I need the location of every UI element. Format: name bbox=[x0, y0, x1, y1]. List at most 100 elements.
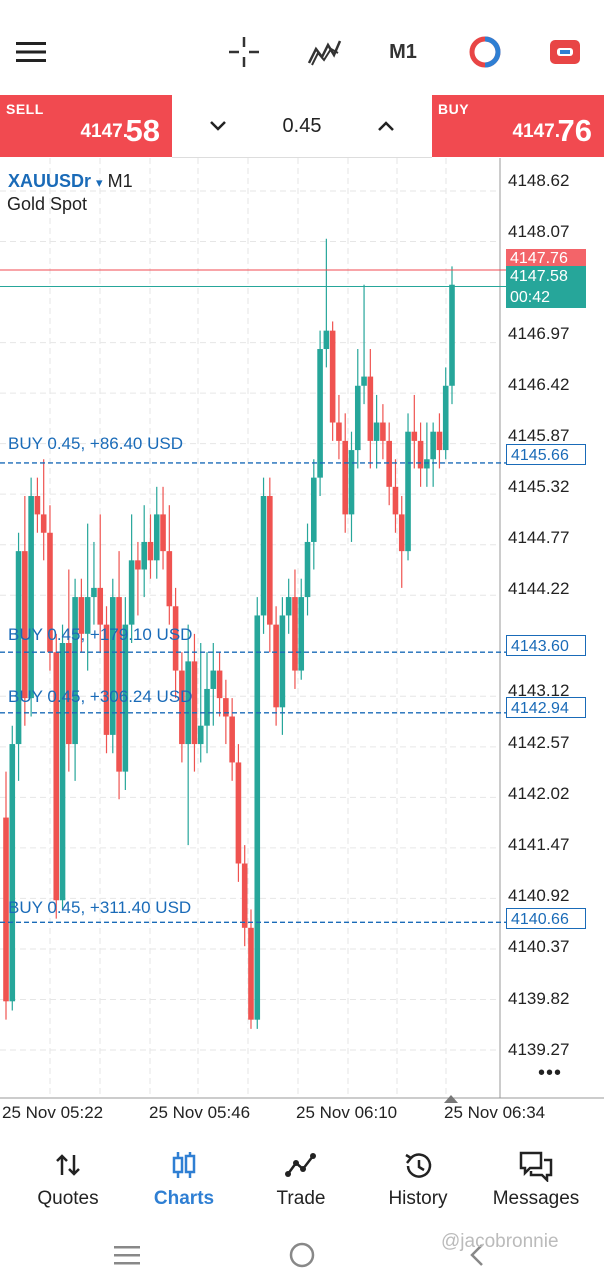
price-axis-label: 4146.97 bbox=[508, 324, 570, 343]
position-price-tag[interactable]: 4142.94 bbox=[506, 697, 586, 718]
nav-quotes-label: Quotes bbox=[37, 1188, 99, 1209]
candle-body bbox=[354, 385, 361, 451]
timeframe-button[interactable]: M1 bbox=[389, 40, 417, 63]
position-price-tag[interactable]: 4140.66 bbox=[506, 908, 586, 929]
volume-input[interactable]: 0.45 bbox=[282, 115, 322, 137]
candle-body bbox=[15, 551, 22, 745]
bar-countdown: 00:42 bbox=[510, 289, 551, 306]
ask-price-tag: 4147.76 bbox=[506, 249, 586, 268]
candle-body bbox=[59, 643, 66, 901]
candle-body bbox=[329, 330, 336, 423]
price-axis-label: 4139.27 bbox=[508, 1040, 570, 1059]
price-axis-label: 4144.22 bbox=[508, 579, 570, 598]
candle-body bbox=[304, 541, 311, 598]
candle-body bbox=[9, 744, 16, 1002]
nav-messages-label: Messages bbox=[492, 1188, 580, 1209]
nav-messages[interactable]: Messages bbox=[468, 1136, 604, 1226]
nav-history-label: History bbox=[388, 1188, 448, 1209]
volume-control: 0.45 bbox=[172, 95, 432, 158]
sell-price-small: 4147. bbox=[80, 121, 128, 142]
candle-body bbox=[191, 661, 198, 745]
candle-body bbox=[411, 431, 418, 441]
candle-body bbox=[53, 652, 60, 901]
symbol-name: XAUUSDr bbox=[8, 171, 92, 191]
position-price-tag[interactable]: 4143.60 bbox=[506, 635, 586, 656]
menu-icon[interactable] bbox=[12, 26, 50, 78]
charts-icon bbox=[169, 1150, 199, 1185]
messages-icon bbox=[518, 1150, 554, 1187]
position-label[interactable]: BUY 0.45, +311.40 USD bbox=[8, 898, 192, 917]
candle-body bbox=[91, 587, 97, 598]
candle-body bbox=[424, 459, 430, 469]
candle-body bbox=[273, 624, 279, 708]
candle-body bbox=[298, 597, 305, 671]
candle-body bbox=[66, 643, 72, 745]
symbol-dropdown-icon: ▾ bbox=[96, 175, 103, 190]
candle-body bbox=[210, 670, 217, 689]
buy-price-small: 4147. bbox=[512, 121, 560, 142]
candle-body bbox=[34, 496, 41, 515]
time-axis-label: 25 Nov 05:46 bbox=[149, 1103, 251, 1122]
candle-body bbox=[172, 606, 179, 671]
sell-price-big: 58 bbox=[125, 113, 160, 148]
trade-icon bbox=[285, 1150, 317, 1185]
candle-body bbox=[241, 863, 248, 928]
price-axis-label: 4148.07 bbox=[508, 222, 570, 241]
home-icon[interactable] bbox=[288, 1241, 316, 1274]
candle-body bbox=[128, 560, 135, 625]
symbol-header[interactable]: XAUUSDr ▾ M1 bbox=[8, 171, 133, 192]
price-axis-label: 4143.12 bbox=[508, 681, 570, 700]
time-axis-label: 25 Nov 05:22 bbox=[2, 1103, 104, 1122]
bid-price: 4147.58 bbox=[510, 268, 568, 285]
candle-body bbox=[153, 514, 160, 561]
price-axis-label: 4139.82 bbox=[508, 989, 570, 1008]
candle-body bbox=[380, 422, 386, 441]
candle-body bbox=[267, 496, 273, 625]
nav-history[interactable]: History bbox=[350, 1136, 486, 1226]
buy-label: BUY bbox=[438, 101, 470, 117]
candle-body bbox=[197, 725, 204, 745]
candle-body bbox=[122, 624, 129, 772]
color-scheme-icon[interactable] bbox=[462, 26, 508, 78]
bottom-navigation: Quotes Charts Trade History Messages bbox=[0, 1136, 604, 1226]
candle-body bbox=[72, 597, 78, 745]
nav-trade[interactable]: Trade bbox=[233, 1136, 369, 1226]
price-axis-label: 4144.77 bbox=[508, 528, 570, 547]
back-icon[interactable] bbox=[466, 1242, 488, 1273]
candle-body bbox=[336, 422, 342, 441]
candle-body bbox=[185, 661, 191, 745]
objects-icon[interactable] bbox=[542, 26, 588, 78]
volume-increase-button[interactable] bbox=[373, 113, 399, 139]
candle-body bbox=[28, 496, 34, 699]
volume-decrease-button[interactable] bbox=[205, 113, 231, 139]
candle-body bbox=[147, 541, 154, 561]
position-label[interactable]: BUY 0.45, +306.24 USD bbox=[8, 687, 193, 706]
recent-apps-icon[interactable] bbox=[112, 1244, 142, 1271]
chart-shift-marker-icon[interactable] bbox=[444, 1090, 458, 1108]
position-price-tag[interactable]: 4145.66 bbox=[506, 444, 586, 465]
price-axis-label: 4140.37 bbox=[508, 937, 570, 956]
sell-button[interactable]: SELL 4147. 58 bbox=[0, 95, 172, 157]
top-toolbar: M1 bbox=[0, 0, 604, 95]
candle-body bbox=[223, 698, 229, 717]
symbol-timeframe: M1 bbox=[107, 171, 133, 191]
position-label[interactable]: BUY 0.45, +179.10 USD bbox=[8, 625, 193, 644]
candle-body bbox=[311, 477, 317, 542]
indicators-icon[interactable] bbox=[302, 26, 346, 78]
candle-body bbox=[398, 514, 405, 552]
candle-body bbox=[135, 560, 141, 570]
candle-body bbox=[417, 440, 424, 469]
buy-button[interactable]: BUY 4147. 76 bbox=[432, 95, 604, 157]
nav-charts[interactable]: Charts bbox=[116, 1136, 252, 1226]
nav-quotes[interactable]: Quotes bbox=[0, 1136, 136, 1226]
system-navigation-bar bbox=[0, 1228, 604, 1280]
crosshair-icon[interactable] bbox=[224, 26, 264, 78]
candle-body bbox=[116, 597, 122, 772]
candle-body bbox=[109, 597, 116, 735]
candle-body bbox=[279, 615, 286, 708]
candle-body bbox=[97, 587, 104, 625]
more-options-icon[interactable]: ••• bbox=[538, 1062, 563, 1084]
candle-body bbox=[229, 716, 235, 763]
position-label[interactable]: BUY 0.45, +86.40 USD bbox=[8, 434, 183, 453]
